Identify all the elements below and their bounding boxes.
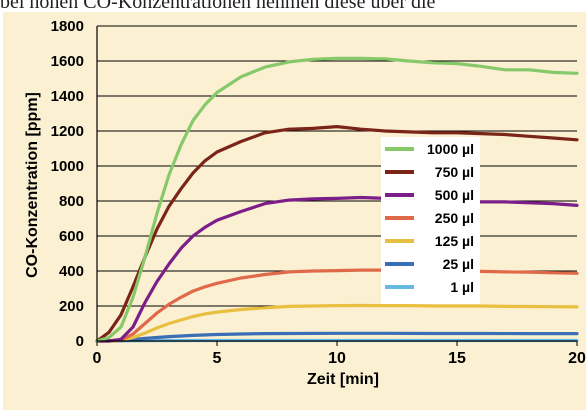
y-tick-label: 400 — [59, 263, 84, 280]
legend-label: 125 µl — [435, 233, 474, 249]
legend-label: 1000 µl — [427, 141, 474, 157]
y-tick-label: 0 — [76, 333, 84, 350]
x-tick-label: 10 — [328, 350, 346, 367]
legend-label: 25 µl — [443, 256, 474, 272]
chart-panel — [3, 12, 586, 410]
x-tick-label: 5 — [213, 350, 222, 367]
x-tick-label: 0 — [93, 350, 102, 367]
y-tick-label: 600 — [59, 228, 84, 245]
y-tick-label: 1600 — [51, 53, 84, 70]
x-tick-label: 15 — [448, 350, 466, 367]
legend-box — [381, 137, 480, 304]
legend-label: 500 µl — [435, 187, 474, 203]
header-text: bei hohen CO-Konzentrationen nehmen dies… — [0, 0, 436, 13]
series-lines — [95, 56, 579, 343]
legend-label: 250 µl — [435, 210, 474, 226]
axes — [96, 26, 578, 346]
legend: 1000 µl 750 µl 500 µl 250 µl 125 µl 25 µl 1 µl — [381, 137, 480, 304]
y-tick-label: 800 — [59, 193, 84, 210]
series-line-125ul — [95, 303, 579, 343]
series-line-1000ul — [95, 56, 579, 343]
tick-labels: 0 200 400 600 800 1000 1200 1400 1600 1800 0 5 10 15 2… — [51, 18, 586, 367]
series-line-25ul — [95, 331, 579, 343]
y-tick-label: 200 — [59, 298, 84, 315]
legend-label: 1 µl — [450, 279, 474, 295]
y-tick-label: 1400 — [51, 88, 84, 105]
series-line-750ul — [95, 125, 579, 343]
x-tick-label: 20 — [568, 350, 586, 367]
y-tick-label: 1000 — [51, 158, 84, 175]
legend-label: 750 µl — [435, 164, 474, 180]
y-tick-label: 1800 — [51, 18, 84, 35]
y-axis-label: CO-Konzentration [ppm] — [24, 92, 41, 278]
x-axis-label: Zeit [min] — [307, 371, 379, 388]
y-tick-label: 1200 — [51, 123, 84, 140]
